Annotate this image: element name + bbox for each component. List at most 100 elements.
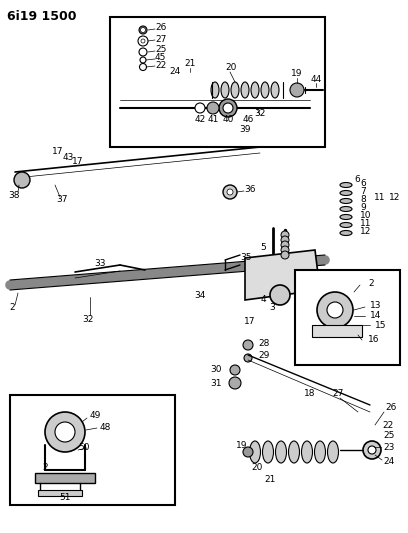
Ellipse shape bbox=[241, 82, 249, 98]
Text: 11: 11 bbox=[360, 220, 372, 229]
Circle shape bbox=[195, 103, 205, 113]
Circle shape bbox=[281, 241, 289, 249]
Text: 34: 34 bbox=[194, 290, 206, 300]
Circle shape bbox=[223, 103, 233, 113]
Circle shape bbox=[243, 340, 253, 350]
Text: 5: 5 bbox=[260, 243, 266, 252]
Text: 45: 45 bbox=[155, 53, 166, 62]
Text: 8: 8 bbox=[360, 196, 366, 205]
Ellipse shape bbox=[340, 230, 352, 236]
Ellipse shape bbox=[262, 441, 273, 463]
Text: 46: 46 bbox=[242, 116, 254, 125]
Text: 7: 7 bbox=[360, 188, 366, 197]
Polygon shape bbox=[245, 250, 320, 300]
Text: 2: 2 bbox=[9, 303, 15, 311]
Text: 19: 19 bbox=[291, 69, 303, 78]
Text: 25: 25 bbox=[383, 432, 395, 440]
Text: 26: 26 bbox=[385, 403, 397, 413]
Text: 15: 15 bbox=[375, 320, 386, 329]
Text: 11: 11 bbox=[374, 193, 386, 203]
Ellipse shape bbox=[340, 182, 352, 188]
Text: 25: 25 bbox=[155, 45, 166, 54]
Ellipse shape bbox=[271, 82, 279, 98]
Ellipse shape bbox=[302, 441, 313, 463]
Circle shape bbox=[139, 48, 147, 56]
Text: 24: 24 bbox=[383, 457, 394, 466]
Ellipse shape bbox=[251, 82, 259, 98]
Text: 4: 4 bbox=[260, 295, 266, 304]
Ellipse shape bbox=[221, 82, 229, 98]
Text: 12: 12 bbox=[360, 228, 371, 237]
Text: 3: 3 bbox=[269, 303, 275, 312]
Bar bbox=[312, 325, 362, 337]
Ellipse shape bbox=[340, 214, 352, 220]
Circle shape bbox=[270, 285, 290, 305]
Text: 49: 49 bbox=[90, 410, 101, 419]
Text: 6: 6 bbox=[354, 175, 360, 184]
Circle shape bbox=[139, 26, 147, 34]
Circle shape bbox=[207, 102, 219, 114]
Text: 24: 24 bbox=[169, 68, 181, 77]
Text: 41: 41 bbox=[207, 116, 219, 125]
Text: 20: 20 bbox=[251, 463, 263, 472]
Circle shape bbox=[281, 236, 289, 244]
Text: 35: 35 bbox=[240, 254, 251, 262]
Text: 6i19 1500: 6i19 1500 bbox=[7, 10, 77, 23]
Ellipse shape bbox=[340, 198, 352, 204]
Circle shape bbox=[317, 292, 353, 328]
Ellipse shape bbox=[288, 441, 299, 463]
Text: 21: 21 bbox=[184, 59, 196, 68]
Circle shape bbox=[219, 99, 237, 117]
Text: 10: 10 bbox=[360, 212, 372, 221]
Text: 32: 32 bbox=[82, 316, 94, 325]
Circle shape bbox=[141, 39, 145, 43]
Text: 30: 30 bbox=[211, 366, 222, 375]
Text: 17: 17 bbox=[244, 318, 256, 327]
Ellipse shape bbox=[340, 206, 352, 212]
Text: 19: 19 bbox=[235, 440, 247, 449]
Bar bbox=[38, 490, 82, 496]
Text: 31: 31 bbox=[211, 378, 222, 387]
Text: 48: 48 bbox=[100, 423, 111, 432]
Circle shape bbox=[281, 251, 289, 259]
Circle shape bbox=[14, 172, 30, 188]
Text: 27: 27 bbox=[155, 35, 166, 44]
Bar bbox=[110, 17, 325, 147]
Ellipse shape bbox=[340, 222, 352, 228]
Ellipse shape bbox=[315, 441, 326, 463]
Circle shape bbox=[290, 83, 304, 97]
Circle shape bbox=[230, 365, 240, 375]
Text: 22: 22 bbox=[155, 61, 166, 69]
Text: 28: 28 bbox=[258, 338, 269, 348]
Text: 21: 21 bbox=[264, 475, 276, 484]
Circle shape bbox=[281, 231, 289, 239]
Text: 16: 16 bbox=[368, 335, 379, 344]
Text: 20: 20 bbox=[225, 63, 236, 72]
Text: 43: 43 bbox=[62, 154, 74, 163]
Ellipse shape bbox=[211, 82, 219, 98]
Ellipse shape bbox=[261, 82, 269, 98]
Circle shape bbox=[281, 246, 289, 254]
Text: 22: 22 bbox=[382, 421, 393, 430]
Text: 50: 50 bbox=[78, 443, 89, 453]
Circle shape bbox=[363, 441, 381, 459]
Ellipse shape bbox=[250, 441, 260, 463]
Text: 9: 9 bbox=[360, 204, 366, 213]
Text: 37: 37 bbox=[56, 196, 68, 205]
Text: 26: 26 bbox=[155, 23, 166, 33]
Text: 38: 38 bbox=[8, 190, 20, 199]
Ellipse shape bbox=[231, 82, 239, 98]
Circle shape bbox=[244, 354, 252, 362]
Bar bbox=[35, 473, 95, 483]
Circle shape bbox=[229, 377, 241, 389]
Bar bbox=[10, 395, 175, 505]
Text: 2: 2 bbox=[42, 463, 48, 472]
Ellipse shape bbox=[340, 190, 352, 196]
Circle shape bbox=[243, 447, 253, 457]
Bar bbox=[295, 270, 400, 365]
Text: 40: 40 bbox=[222, 116, 234, 125]
Text: 17: 17 bbox=[72, 157, 84, 166]
Circle shape bbox=[55, 422, 75, 442]
Text: 27: 27 bbox=[332, 389, 344, 398]
Ellipse shape bbox=[275, 441, 286, 463]
